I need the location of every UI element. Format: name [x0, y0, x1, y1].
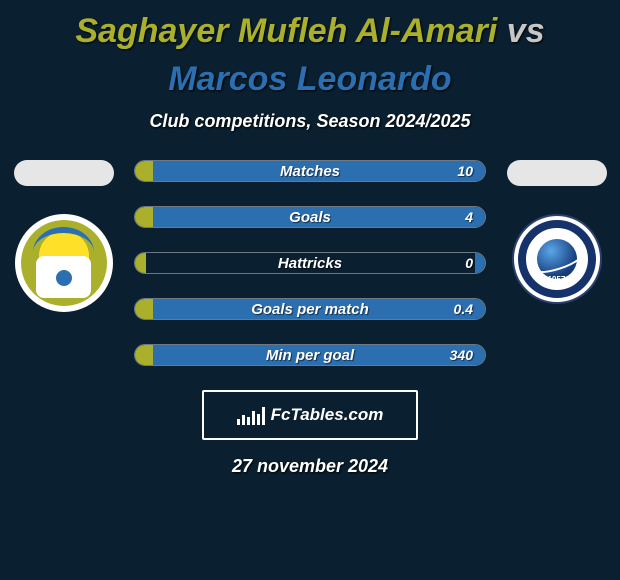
- bar-value-right: 340: [450, 347, 473, 363]
- stat-bar: Goals 4: [134, 206, 486, 228]
- bar-fill-left: [135, 253, 146, 273]
- bar-label: Min per goal: [266, 347, 354, 364]
- page-title: Saghayer Mufleh Al-Amari vs Marcos Leona…: [0, 8, 620, 111]
- player1-pill: [14, 160, 114, 186]
- bar-fill-left: [135, 207, 153, 227]
- chart-icon: [237, 405, 265, 425]
- gharafa-icon: [21, 220, 107, 306]
- bar-fill-left: [135, 345, 153, 365]
- bar-value-right: 10: [457, 163, 473, 179]
- bar-value-right: 4: [465, 209, 473, 225]
- right-column: 1957: [504, 160, 609, 304]
- bar-fill-left: [135, 299, 153, 319]
- hilal-year: 1957: [514, 275, 600, 284]
- bar-value-right: 0.4: [454, 301, 473, 317]
- subtitle: Club competitions, Season 2024/2025: [0, 111, 620, 132]
- bar-label: Goals per match: [251, 301, 369, 318]
- date-label: 27 november 2024: [0, 456, 620, 477]
- left-column: [11, 160, 116, 312]
- comparison-card: Saghayer Mufleh Al-Amari vs Marcos Leona…: [0, 0, 620, 477]
- bar-label: Hattricks: [278, 255, 342, 272]
- bar-label: Goals: [289, 209, 331, 226]
- brand-text: FcTables.com: [271, 405, 384, 425]
- bar-label: Matches: [280, 163, 340, 180]
- stat-bar: Matches 10: [134, 160, 486, 182]
- stat-bar: Hattricks 0: [134, 252, 486, 274]
- stat-bar: Min per goal 340: [134, 344, 486, 366]
- stat-bar: Goals per match 0.4: [134, 298, 486, 320]
- brand-box: FcTables.com: [202, 390, 418, 440]
- club-badge-right: 1957: [512, 214, 602, 304]
- bar-value-right: 0: [465, 255, 473, 271]
- club-badge-left: [15, 214, 113, 312]
- player2-name: Marcos Leonardo: [168, 60, 451, 98]
- bar-fill-right: [475, 253, 486, 273]
- player1-name: Saghayer Mufleh Al-Amari: [75, 12, 497, 50]
- player2-pill: [507, 160, 607, 186]
- bar-fill-left: [135, 161, 153, 181]
- vs-label: vs: [507, 12, 545, 50]
- main-row: Matches 10 Goals 4 Hattricks 0 Goals per match…: [0, 160, 620, 366]
- stat-bars: Matches 10 Goals 4 Hattricks 0 Goals per match…: [134, 160, 486, 366]
